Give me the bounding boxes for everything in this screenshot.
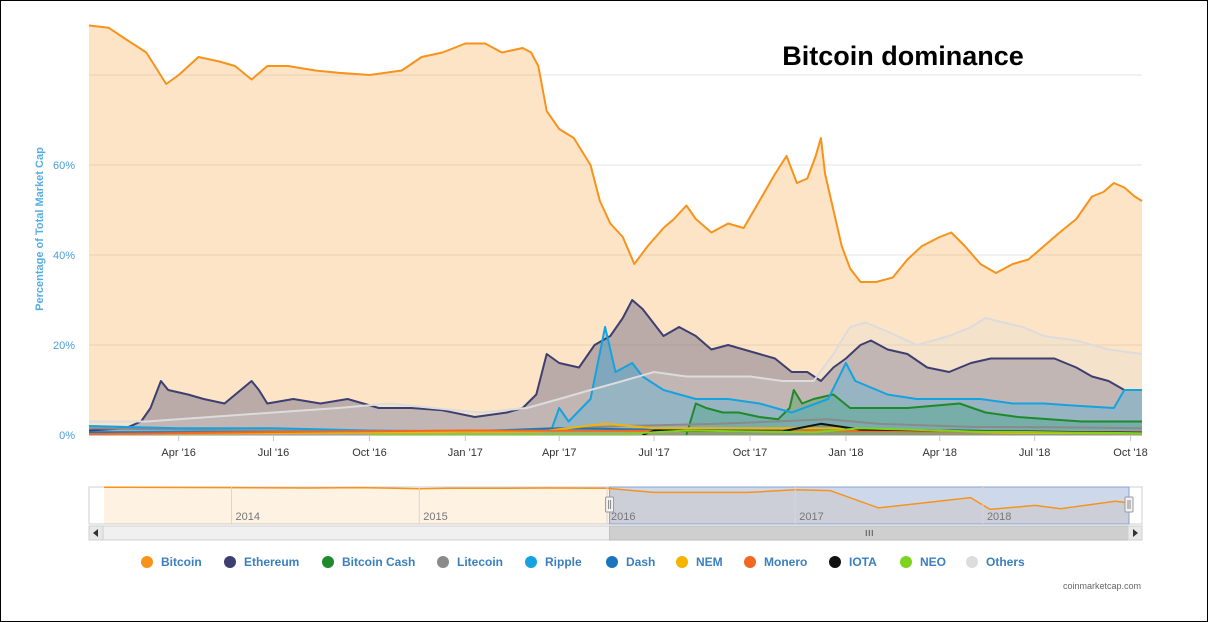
legend-marker — [900, 556, 912, 568]
credit-text: coinmarketcap.com — [1063, 581, 1141, 591]
navigator[interactable]: 2014 2015 2016 2017 2018 — [88, 486, 1143, 541]
x-tick-label: Apr '18 — [922, 447, 957, 459]
legend-label: Bitcoin Cash — [342, 555, 415, 569]
legend-label: Others — [986, 555, 1025, 569]
y-tick-label: 40% — [53, 250, 75, 262]
series-line-monero — [88, 429, 1143, 436]
legend-marker — [322, 556, 334, 568]
navigator-year-label: 2016 — [611, 511, 635, 523]
navigator-selection[interactable] — [609, 486, 1130, 525]
legend-label: Dash — [626, 555, 655, 569]
legend-item-dash[interactable]: Dash — [606, 555, 655, 569]
legend-item-ethereum[interactable]: Ethereum — [224, 555, 299, 569]
navigator-line — [103, 486, 1130, 511]
legend-marker — [141, 556, 153, 568]
x-tick-label: Apr '16 — [161, 447, 196, 459]
legend-item-neo[interactable]: NEO — [900, 555, 946, 569]
scroll-right-arrow[interactable] — [1127, 525, 1143, 541]
scroll-left-arrow[interactable] — [88, 525, 104, 541]
legend-marker — [676, 556, 688, 568]
x-tick-label: Jul '18 — [1019, 447, 1050, 459]
x-tick-label: Apr '17 — [542, 447, 577, 459]
legend-marker — [606, 556, 618, 568]
handle-box[interactable] — [605, 496, 615, 513]
series-line-ethereum — [88, 299, 1142, 432]
navigator-handle-left[interactable] — [605, 496, 615, 513]
legend-marker — [525, 556, 537, 568]
series-area-others — [89, 318, 1142, 435]
legend-label: Bitcoin — [161, 555, 202, 569]
legend-label: Litecoin — [457, 555, 503, 569]
axes: 0% 20% 40% 60% Apr '16 Jul '16 Oct '16 Jan '17 A… — [53, 160, 1148, 459]
legend-marker — [966, 556, 978, 568]
navigator-year-label: 2018 — [987, 511, 1011, 523]
legend-item-bitcoin-cash[interactable]: Bitcoin Cash — [322, 555, 415, 569]
x-tick-label: Oct '17 — [733, 447, 768, 459]
chevron-right-icon — [1133, 529, 1138, 537]
x-tick-label: Jan '17 — [448, 447, 483, 459]
series-lines — [88, 24, 1143, 436]
legend: Bitcoin Ethereum Bitcoin Cash Litecoin Rippl… — [141, 555, 1025, 569]
legend-label: Ethereum — [244, 555, 299, 569]
legend-marker — [437, 556, 449, 568]
legend-item-nem[interactable]: NEM — [676, 555, 723, 569]
navigator-frame — [88, 486, 1143, 525]
legend-marker — [224, 556, 236, 568]
x-tick-label: Oct '18 — [1113, 447, 1148, 459]
legend-label: NEO — [920, 555, 946, 569]
legend-marker — [829, 556, 841, 568]
navigator-year-label: 2014 — [236, 511, 260, 523]
series-line-others — [89, 317, 1143, 423]
x-tick-label: Jul '17 — [638, 447, 669, 459]
x-tick-label: Jul '16 — [258, 447, 289, 459]
legend-item-iota[interactable]: IOTA — [829, 555, 877, 569]
series-line-bitcoin-cash — [685, 389, 1142, 436]
legend-label: Monero — [764, 555, 807, 569]
legend-item-ripple[interactable]: Ripple — [525, 555, 582, 569]
legend-label: NEM — [696, 555, 723, 569]
y-tick-label: 60% — [53, 160, 75, 172]
legend-item-monero[interactable]: Monero — [744, 555, 807, 569]
x-tick-label: Jan '18 — [828, 447, 863, 459]
y-tick-label: 20% — [53, 340, 75, 352]
legend-item-litecoin[interactable]: Litecoin — [437, 555, 503, 569]
legend-item-others[interactable]: Others — [966, 555, 1025, 569]
legend-label: Ripple — [545, 555, 582, 569]
x-tick-label: Oct '16 — [352, 447, 387, 459]
chart-title: Bitcoin dominance — [782, 41, 1024, 71]
navigator-area — [104, 487, 1129, 524]
series-line-neo — [369, 427, 1143, 436]
navigator-year-label: 2015 — [423, 511, 447, 523]
handle-box[interactable] — [1124, 496, 1134, 513]
navigator-handle-right[interactable] — [1124, 496, 1134, 513]
y-axis-label: Percentage of Total Market Cap — [34, 147, 46, 311]
series-line-bitcoin — [88, 24, 1143, 283]
legend-label: IOTA — [849, 555, 877, 569]
legend-marker — [744, 556, 756, 568]
y-tick-label: 0% — [59, 430, 75, 442]
chevron-left-icon — [93, 529, 98, 537]
legend-item-bitcoin[interactable]: Bitcoin — [141, 555, 202, 569]
navigator-year-label: 2017 — [799, 511, 823, 523]
